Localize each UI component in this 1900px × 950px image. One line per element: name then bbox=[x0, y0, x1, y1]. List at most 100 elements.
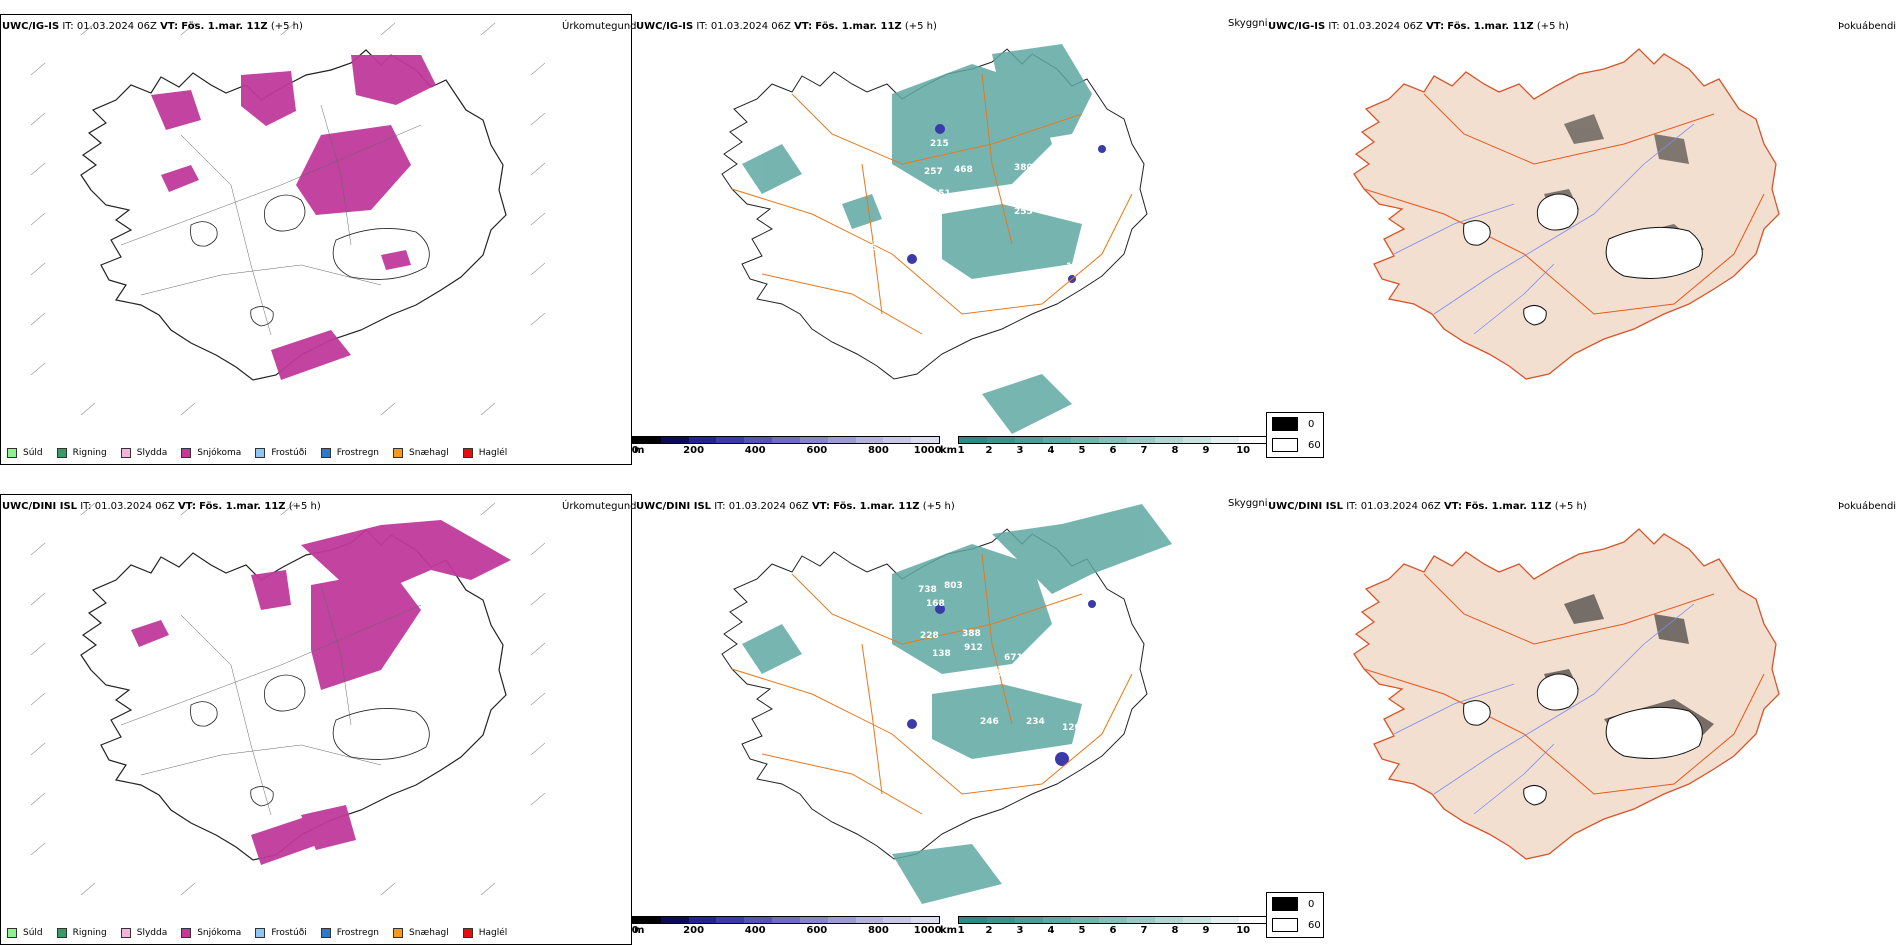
colorbar-strip bbox=[958, 436, 1268, 444]
colorbar-segment bbox=[772, 437, 800, 443]
colorbar-segment bbox=[1239, 437, 1267, 443]
legend-swatch bbox=[320, 448, 331, 458]
fog-legend-row: 60 bbox=[1272, 438, 1321, 452]
cloud-label: 120 bbox=[1062, 723, 1081, 733]
cloud-base-colorbar-row1: 0 200 400 600 800 1000 bbox=[631, 436, 942, 456]
colorbar-segment bbox=[772, 917, 800, 923]
precip-header-row1: UWC/IG-IS IT: 01.03.2024 06Z VT: Fös. 1.… bbox=[2, 21, 303, 32]
it-label: IT: bbox=[714, 501, 726, 512]
legend-swatch bbox=[393, 448, 404, 458]
legend-swatch bbox=[320, 928, 331, 938]
sky-map: 738 803 168 228 388 912 138 671 510 246 … bbox=[721, 504, 1172, 904]
legend-swatch bbox=[120, 448, 131, 458]
legend-swatch bbox=[181, 448, 192, 458]
tick: 400 bbox=[744, 445, 766, 456]
vt-value: Fös. 1.mar. 11Z bbox=[833, 501, 920, 512]
colorbar-segment bbox=[911, 917, 939, 923]
colorbar-segment bbox=[1071, 917, 1099, 923]
it-value: 01.03.2024 06Z bbox=[76, 21, 157, 32]
legend-label: Rigning bbox=[72, 928, 107, 938]
colorbar-segment bbox=[1015, 917, 1043, 923]
fog-map bbox=[1353, 48, 1780, 380]
cloud-label: 168 bbox=[926, 599, 945, 609]
cloud-unit: m bbox=[634, 925, 645, 936]
tick: 6 bbox=[1109, 445, 1117, 456]
cloud-label: 912 bbox=[964, 643, 983, 653]
colorbar-segment bbox=[987, 437, 1015, 443]
it-label: IT: bbox=[696, 21, 708, 32]
cloud-label: 388 bbox=[962, 629, 981, 639]
colorbar-segment bbox=[1183, 917, 1211, 923]
colorbar-segment bbox=[688, 917, 717, 923]
tick: 7 bbox=[1140, 445, 1148, 456]
tick: 5 bbox=[1078, 925, 1086, 936]
it-label: IT: bbox=[1346, 501, 1358, 512]
fog-label: 0 bbox=[1308, 418, 1315, 430]
vt-value: Fös. 1.mar. 11Z bbox=[199, 501, 286, 512]
it-label: IT: bbox=[80, 501, 92, 512]
it-value: 01.03.2024 06Z bbox=[710, 21, 791, 32]
cloud-label: 234 bbox=[1026, 717, 1045, 727]
colorbar-segment bbox=[716, 437, 745, 443]
cloud-unit: m bbox=[634, 445, 645, 456]
cloud-label: 152 bbox=[1066, 262, 1085, 272]
colorbar-segment bbox=[855, 437, 884, 443]
precip-panel-row2: Súld Rigning Slydda Snjókoma Frostúði Fr… bbox=[0, 494, 632, 945]
vt-value: Fös. 1.mar. 11Z bbox=[815, 21, 902, 32]
colorbar-segment bbox=[855, 917, 884, 923]
model-name: UWC/IG-IS bbox=[1268, 21, 1326, 32]
colorbar-segment bbox=[744, 437, 773, 443]
tick: 6 bbox=[1109, 925, 1117, 936]
it-value: 01.03.2024 06Z bbox=[1360, 501, 1441, 512]
sky-panel-row1: 215 257 468 380 151 255 220 196 152 16 5… bbox=[632, 14, 1264, 465]
fog-title-row2: Þokuábendi bbox=[1838, 501, 1897, 512]
lead-time: (+5 h) bbox=[1536, 21, 1569, 32]
sky-title-row1: Skyggni bbox=[1228, 18, 1268, 29]
cloud-label: 468 bbox=[954, 165, 973, 175]
tick: 1 bbox=[957, 445, 965, 456]
legend-label: Snæhagl bbox=[409, 928, 449, 938]
cloud-label: 671 bbox=[1004, 653, 1023, 663]
legend-label: Frostregn bbox=[336, 448, 380, 458]
cloud-label: 138 bbox=[932, 649, 951, 659]
tick: 2 bbox=[985, 445, 993, 456]
vis-unit: km bbox=[940, 925, 958, 936]
colorbar-segment bbox=[911, 437, 939, 443]
colorbar-segment bbox=[660, 917, 689, 923]
legend-item-sudld: Súld bbox=[7, 928, 43, 938]
legend-item-slydda: Slydda bbox=[120, 448, 167, 458]
tick: 10 bbox=[1236, 445, 1251, 456]
colorbar-segment bbox=[1043, 917, 1071, 923]
cloud-label: 255 bbox=[1014, 207, 1033, 217]
legend-swatch bbox=[255, 448, 266, 458]
model-name: UWC/IG-IS bbox=[2, 21, 60, 32]
cloud-label: 220 bbox=[922, 233, 941, 243]
legend-swatch bbox=[255, 928, 266, 938]
legend-swatch bbox=[56, 928, 67, 938]
vt-value: Fös. 1.mar. 11Z bbox=[1465, 501, 1552, 512]
lead-time: (+5 h) bbox=[270, 21, 303, 32]
colorbar-segment bbox=[1043, 437, 1071, 443]
tick: 1 bbox=[957, 925, 965, 936]
tick: 0 bbox=[631, 445, 639, 456]
fog-map bbox=[1353, 528, 1780, 860]
fog-header-row1: UWC/IG-IS IT: 01.03.2024 06Z VT: Fös. 1.… bbox=[1268, 21, 1569, 32]
colorbar-ticks: 0 200 400 600 800 1000 bbox=[631, 444, 942, 456]
colorbar-segment bbox=[799, 437, 828, 443]
legend-label: Frostregn bbox=[336, 928, 380, 938]
tick: 400 bbox=[744, 925, 766, 936]
cloud-label: 803 bbox=[944, 581, 963, 591]
colorbar-segment bbox=[633, 917, 661, 923]
legend-swatch bbox=[7, 448, 17, 458]
legend-item-rigning: Rigning bbox=[56, 448, 107, 458]
precip-header-row2: UWC/DINI ISL IT: 01.03.2024 06Z VT: Fös.… bbox=[2, 501, 321, 512]
legend-swatch bbox=[120, 928, 131, 938]
legend-item-slydda: Slydda bbox=[120, 928, 167, 938]
colorbar-segment bbox=[1183, 437, 1211, 443]
legend-swatch bbox=[462, 448, 473, 458]
legend-label: Snjókoma bbox=[197, 448, 242, 458]
vt-label: VT: bbox=[177, 501, 196, 512]
colorbar-segment bbox=[1211, 917, 1239, 923]
fog-header-row2: UWC/DINI ISL IT: 01.03.2024 06Z VT: Fös.… bbox=[1268, 501, 1587, 512]
cloud-label: 510 bbox=[996, 669, 1015, 679]
